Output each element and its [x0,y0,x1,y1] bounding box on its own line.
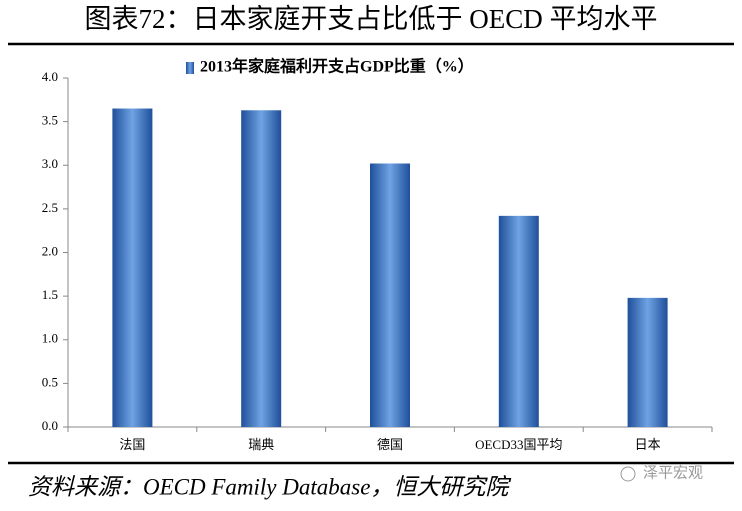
page-title: 图表72：日本家庭开支占比低于 OECD 平均水平 [85,4,658,34]
x-tick-label: 日本 [635,437,661,452]
bar [370,163,410,427]
y-tick-label: 1.5 [42,287,58,302]
y-tick-label: 0.5 [42,374,58,389]
y-tick-label: 3.0 [42,156,58,171]
x-tick-label: 瑞典 [248,437,274,452]
watermark-icon [620,466,636,482]
bar [241,110,282,427]
x-tick-label: OECD33国平均 [475,437,562,452]
bar [112,108,153,427]
y-tick-label: 4.0 [42,69,58,84]
y-tick-label: 1.0 [42,331,58,346]
bar [498,215,539,427]
x-tick-label: 法国 [119,437,145,452]
legend-label: 2013年家庭福利开支占GDP比重（%） [200,57,474,76]
y-tick-label: 3.5 [42,113,58,128]
x-tick-label: 德国 [377,437,403,452]
y-tick-label: 0.0 [42,418,58,433]
y-tick-label: 2.5 [42,200,58,215]
bar [627,297,668,427]
watermark: 泽平宏观 [643,464,703,481]
y-tick-label: 2.0 [42,243,58,258]
source: 资料来源：OECD Family Database，恒大研究院 [28,474,511,499]
legend-swatch [186,62,194,74]
